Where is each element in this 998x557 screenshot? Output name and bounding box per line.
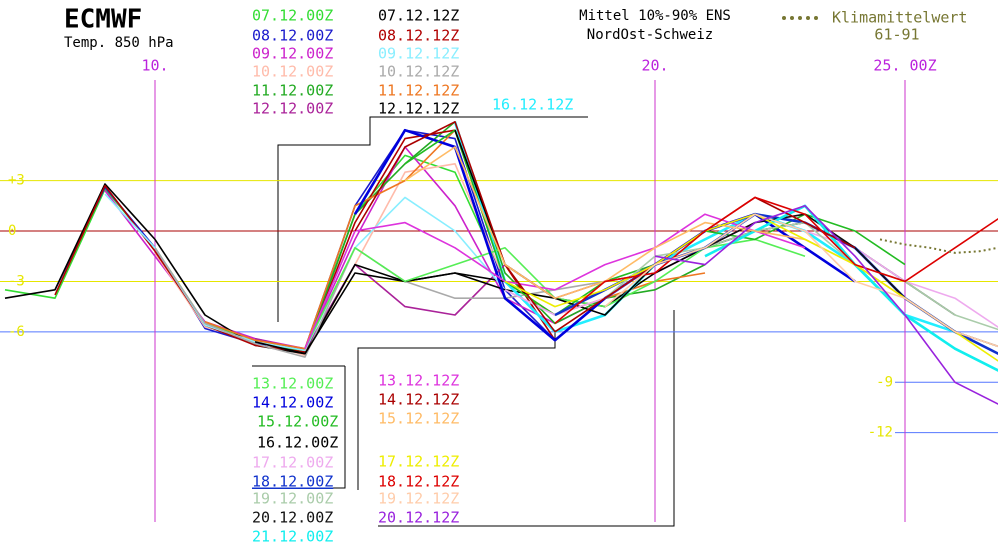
- bracket-lower-4: [378, 310, 675, 527]
- series-line: [204, 129, 706, 350]
- legend-entry: 14.12.00Z: [252, 394, 333, 412]
- series-line: [554, 196, 998, 325]
- climate-legend-name: Klimamittelwert: [832, 9, 967, 27]
- y-tick-label: +3: [8, 173, 25, 189]
- legend-entry: 17.12.00Z: [252, 454, 333, 472]
- series-line: [4, 154, 506, 350]
- legend-entry: 07.12.12Z: [378, 7, 459, 25]
- region: NordOst-Schweiz: [587, 27, 713, 43]
- legend-entry: 09.12.00Z: [252, 45, 333, 63]
- legend-entry: 08.12.12Z: [378, 27, 459, 45]
- x-tick-label: 10.: [141, 57, 168, 75]
- legend-entry: 19.12.00Z: [252, 490, 333, 508]
- y-tick-label: -12: [868, 425, 893, 441]
- legend-entry: 13.12.00Z: [252, 375, 333, 393]
- legend-entry: 11.12.00Z: [252, 82, 333, 100]
- legend-entry: 20.12.00Z: [252, 509, 333, 527]
- legend-entry: 16.12.00Z: [257, 434, 338, 452]
- legend-dot: [798, 16, 802, 20]
- legend-entry: 09.12.12Z: [378, 45, 459, 63]
- climate-legend-dots: [782, 16, 818, 20]
- series-line: [4, 183, 506, 355]
- legend-entry: 17.12.12Z: [378, 453, 459, 471]
- y-tick-label: -6: [8, 324, 25, 340]
- chart-title: ECMWF: [64, 5, 142, 35]
- x-tick-label: 20.: [641, 57, 668, 75]
- legend-entry: 15.12.00Z: [257, 413, 338, 431]
- legend-entry: 13.12.12Z: [378, 372, 459, 390]
- series-line: [453, 121, 956, 334]
- series-line: [654, 205, 998, 405]
- legend-dot: [806, 16, 810, 20]
- legend-entry: 18.12.00Z: [252, 473, 333, 491]
- series-line: [154, 163, 656, 357]
- legend-entry: 12.12.12Z: [378, 100, 459, 118]
- legend-entry: 15.12.12Z: [378, 410, 459, 428]
- legend-entry: 08.12.00Z: [252, 27, 333, 45]
- series-line: [54, 129, 556, 353]
- y-tick-label: -3: [8, 273, 25, 289]
- legend-entry: 19.12.12Z: [378, 490, 459, 508]
- legend-entry: 10.12.00Z: [252, 63, 333, 81]
- legend-entry: 18.12.12Z: [378, 473, 459, 491]
- x-tick-label: 25. 00Z: [873, 57, 936, 75]
- bracket-lower-2: [252, 366, 346, 489]
- heading: Mittel 10%-90% ENS: [579, 8, 731, 24]
- legend-dot: [814, 16, 818, 20]
- y-tick-label: 0: [8, 223, 16, 239]
- chart-subtitle: Temp. 850 hPa: [64, 35, 174, 51]
- legend-entry: 10.12.12Z: [378, 63, 459, 81]
- y-tick-label: -9: [876, 374, 893, 390]
- legend-dot: [790, 16, 794, 20]
- legend-entry: 07.12.00Z: [252, 7, 333, 25]
- legend-entry: 11.12.12Z: [378, 82, 459, 100]
- legend-entry: 21.12.00Z: [252, 528, 333, 546]
- series-line: [54, 129, 556, 350]
- climate-legend-period: 61-91: [874, 26, 919, 44]
- legend-entry: 12.12.00Z: [252, 100, 333, 118]
- series-line: [354, 121, 856, 333]
- legend-entry: 20.12.12Z: [378, 509, 459, 527]
- climate-line: [879, 238, 998, 254]
- legend-entry: 16.12.12Z: [492, 96, 573, 114]
- legend-entry: 14.12.12Z: [378, 391, 459, 409]
- series-line: [204, 121, 706, 353]
- bracket-upper: [277, 116, 588, 322]
- legend-dot: [782, 16, 786, 20]
